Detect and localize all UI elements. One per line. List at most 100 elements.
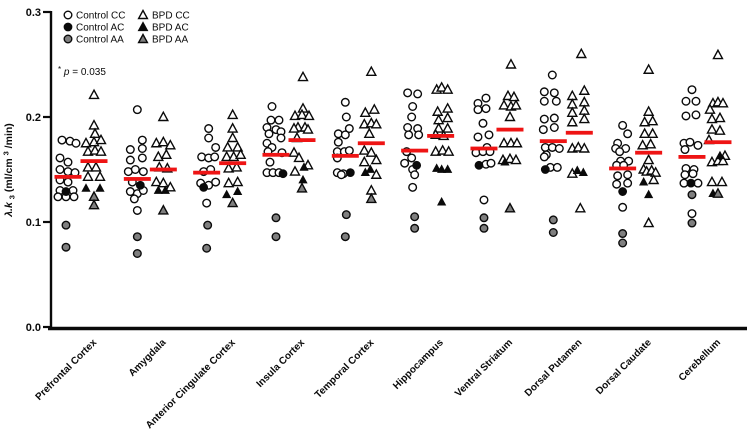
data-point-bpd-cc (706, 112, 718, 124)
data-point-control-cc (685, 137, 695, 147)
data-point-bpd-cc (95, 133, 107, 145)
data-point-control-cc (407, 112, 417, 122)
data-point-control-aa (687, 190, 697, 200)
data-point-bpd-cc (303, 109, 315, 121)
data-point-bpd-cc (160, 148, 173, 159)
data-point-bpd-cc (566, 115, 578, 127)
data-point-control-cc (539, 87, 549, 97)
data-point-control-cc (344, 124, 354, 134)
data-point-bpd-cc (231, 175, 244, 187)
data-point-bpd-cc (363, 127, 375, 138)
data-point-control-aa (618, 238, 628, 248)
data-point-bpd-aa (157, 204, 170, 215)
data-point-control-aa (618, 229, 628, 239)
data-point-bpd-cc (288, 146, 300, 157)
data-point-control-cc (202, 198, 212, 208)
data-point-bpd-cc (358, 144, 370, 155)
data-point-bpd-ac (639, 177, 649, 186)
mean-line-bpd (427, 134, 455, 138)
data-point-bpd-ac (153, 185, 163, 194)
data-point-bpd-ac (437, 196, 447, 206)
legend-label-control-aa: Control AA (76, 35, 124, 46)
data-point-control-cc (687, 209, 697, 219)
mean-line-bpd (704, 140, 732, 145)
mean-line-bpd (149, 167, 177, 172)
data-point-control-cc (125, 155, 135, 165)
data-point-control-aa (61, 242, 71, 252)
data-point-control-cc (403, 88, 413, 98)
data-point-bpd-ac (365, 164, 375, 173)
data-point-bpd-cc (498, 99, 510, 110)
data-point-bpd-cc (222, 176, 235, 188)
mean-line-control (193, 170, 221, 175)
data-point-control-cc (680, 145, 690, 155)
y-title-units-1: (ml/cm (3, 158, 15, 192)
data-point-bpd-ac (81, 183, 91, 192)
data-point-control-cc (204, 133, 214, 143)
data-point-bpd-cc (359, 106, 371, 117)
data-point-control-cc (551, 96, 561, 106)
data-point-bpd-cc (358, 155, 370, 167)
data-point-bpd-cc (714, 124, 726, 135)
data-points-layer (53, 47, 731, 258)
data-point-bpd-cc (706, 175, 718, 187)
data-point-bpd-cc (649, 166, 662, 177)
x-tick-label: Temporal Cortex (313, 337, 377, 401)
data-point-bpd-cc (157, 110, 170, 122)
data-point-bpd-cc (578, 112, 590, 124)
legend-marker-control-ac (63, 22, 73, 32)
legend-marker-control-cc (63, 10, 73, 20)
data-point-control-ac (345, 168, 355, 178)
data-point-control-cc (274, 115, 284, 125)
data-point-control-aa (132, 232, 142, 242)
data-point-control-cc (264, 129, 274, 139)
data-point-control-cc (478, 118, 488, 128)
data-point-bpd-cc (646, 114, 659, 126)
data-point-bpd-cc (89, 127, 101, 138)
data-point-control-cc (132, 105, 142, 115)
data-point-control-cc (549, 122, 559, 132)
data-point-control-cc (413, 89, 423, 99)
data-point-bpd-cc (441, 111, 454, 123)
mean-line-bpd (357, 141, 385, 146)
y-tick-label-0.0: 0.0 (26, 322, 41, 334)
data-point-control-cc (344, 146, 354, 156)
data-point-control-cc (691, 110, 701, 120)
mean-line-bpd (288, 138, 316, 142)
data-point-control-aa (271, 213, 281, 223)
annotation-value: = 0.035 (72, 67, 106, 78)
data-point-bpd-ac (572, 165, 582, 174)
data-point-control-cc (266, 115, 276, 125)
data-point-bpd-cc (226, 108, 239, 120)
data-point-bpd-cc (82, 161, 94, 172)
data-point-bpd-cc (717, 154, 729, 166)
data-point-control-aa (341, 210, 351, 220)
data-point-control-cc (547, 70, 557, 80)
data-point-control-cc (688, 169, 698, 179)
data-point-control-cc (137, 135, 147, 145)
data-point-control-cc (549, 88, 559, 98)
data-point-control-cc (129, 194, 139, 204)
mean-line-bpd (635, 150, 663, 155)
data-point-control-aa (340, 232, 350, 242)
x-tick-label: Dorsal Putamen (523, 337, 585, 399)
data-point-bpd-cc (157, 135, 170, 147)
mean-line-control (262, 152, 290, 157)
data-point-bpd-ac (500, 157, 510, 166)
data-point-bpd-cc (289, 109, 301, 121)
data-point-control-ac (412, 160, 422, 170)
legend-label-bpd-aa: BPD AA (152, 35, 188, 46)
data-point-control-cc (204, 124, 214, 134)
y-ticks (43, 10, 51, 329)
data-point-control-cc (687, 85, 697, 95)
data-point-control-cc (276, 133, 286, 143)
data-point-bpd-cc (716, 175, 728, 187)
y-tick-label-0.3: 0.3 (26, 7, 41, 19)
data-point-bpd-cc (638, 127, 651, 138)
data-point-bpd-cc (82, 145, 94, 156)
data-point-control-cc (615, 147, 625, 157)
legend-label-bpd-cc: BPD CC (152, 11, 190, 22)
data-point-bpd-cc (435, 81, 448, 92)
data-point-bpd-ac (715, 150, 725, 160)
data-point-bpd-cc (572, 141, 584, 152)
